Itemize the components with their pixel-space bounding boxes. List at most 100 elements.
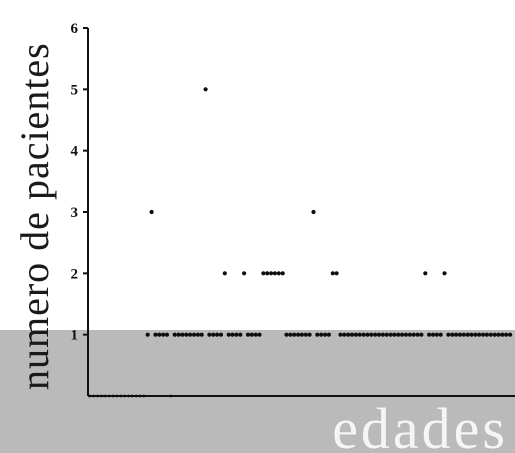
data-point — [380, 332, 385, 337]
data-point — [450, 332, 455, 337]
data-point — [92, 394, 96, 398]
data-point — [508, 332, 513, 337]
data-point — [169, 394, 173, 398]
data-point — [504, 332, 509, 337]
data-point — [430, 332, 436, 337]
data-point — [500, 332, 505, 337]
data-point — [176, 332, 181, 337]
data-point — [127, 394, 130, 398]
data-point — [469, 332, 474, 337]
data-point — [149, 209, 154, 215]
data-point — [280, 271, 285, 276]
data-point — [103, 394, 107, 398]
y-tick-label: 3 — [71, 205, 79, 221]
data-point — [284, 332, 289, 337]
data-point — [88, 394, 92, 398]
data-point — [461, 332, 466, 337]
data-point — [100, 394, 103, 398]
data-point — [107, 394, 111, 398]
data-points — [88, 87, 513, 398]
data-point — [299, 332, 304, 337]
data-point — [134, 394, 138, 398]
data-point — [215, 332, 220, 337]
data-point — [292, 332, 297, 337]
y-tick-label: 4 — [71, 144, 79, 160]
data-point — [419, 332, 424, 337]
data-point — [115, 394, 119, 398]
data-point — [326, 332, 331, 337]
data-point — [396, 332, 401, 337]
data-point — [234, 332, 239, 337]
data-point — [323, 332, 328, 337]
data-point — [238, 332, 243, 337]
data-point — [123, 394, 126, 398]
data-point — [446, 332, 451, 337]
data-point — [373, 332, 378, 337]
data-point — [249, 332, 254, 337]
data-point — [423, 271, 428, 276]
data-point — [315, 332, 320, 337]
data-point — [172, 332, 177, 337]
data-point — [438, 332, 443, 337]
data-point — [392, 332, 397, 337]
data-point — [442, 271, 447, 276]
data-point — [369, 332, 374, 337]
data-point — [319, 332, 324, 337]
data-point — [346, 332, 351, 337]
data-point — [191, 332, 197, 337]
data-point — [311, 209, 316, 215]
data-point — [153, 332, 158, 337]
data-point — [230, 332, 235, 337]
y-tick-label: 6 — [71, 21, 79, 37]
y-axis-ticks: 1 2 3 4 5 6 — [71, 21, 88, 344]
data-point — [157, 332, 162, 337]
data-point — [222, 271, 227, 276]
data-point — [276, 271, 281, 276]
data-point — [253, 332, 258, 337]
data-point — [130, 394, 134, 398]
data-point — [245, 332, 251, 337]
data-point — [338, 332, 343, 337]
data-point — [265, 271, 270, 276]
data-point — [496, 332, 501, 337]
data-point — [242, 271, 247, 276]
data-point — [376, 332, 382, 337]
data-point — [384, 332, 389, 337]
data-point — [434, 332, 439, 337]
data-point — [288, 332, 293, 337]
data-point — [119, 394, 123, 398]
data-point — [226, 332, 231, 337]
data-point — [403, 332, 409, 337]
data-point — [334, 271, 339, 276]
data-point — [492, 332, 497, 337]
data-point — [142, 394, 146, 398]
data-point — [484, 332, 489, 337]
data-point — [195, 332, 200, 337]
data-point — [465, 332, 470, 337]
data-point — [488, 332, 493, 337]
data-point — [473, 332, 478, 337]
y-tick-label: 2 — [71, 266, 79, 282]
data-point — [257, 332, 262, 337]
data-point — [296, 332, 301, 337]
data-point — [203, 87, 208, 92]
data-point — [164, 332, 170, 337]
data-point — [388, 332, 393, 337]
data-point — [303, 332, 308, 337]
data-point — [272, 271, 277, 276]
data-point — [207, 332, 212, 337]
data-point — [180, 332, 185, 337]
data-point — [199, 332, 204, 337]
data-point — [111, 394, 115, 398]
data-point — [211, 332, 216, 337]
data-point — [477, 332, 482, 337]
data-point — [407, 332, 412, 337]
data-point — [481, 332, 486, 337]
data-point — [349, 332, 355, 337]
x-axis-title: edades — [332, 396, 508, 453]
data-point — [330, 271, 335, 276]
data-point — [145, 332, 150, 337]
